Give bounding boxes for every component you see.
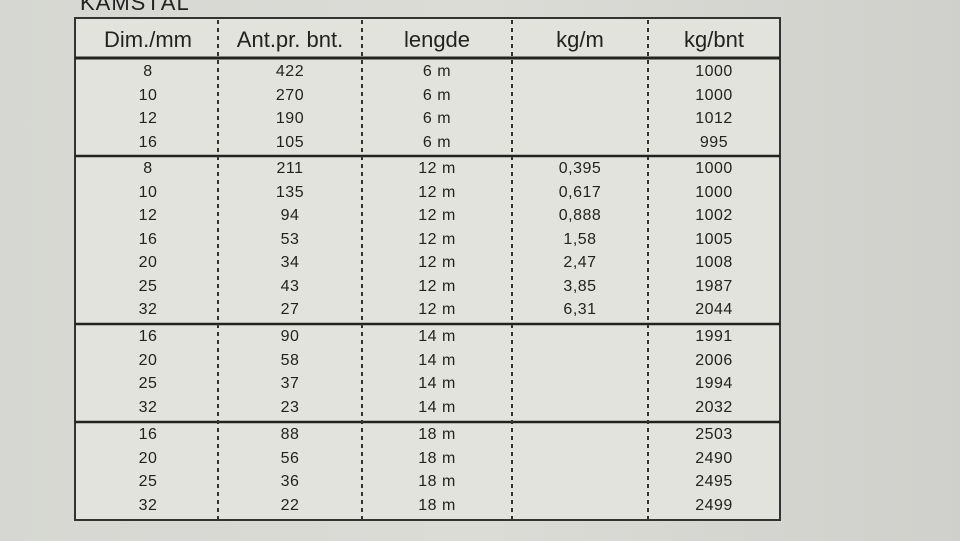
cell: 1000 [695, 160, 733, 177]
cell: 43 [280, 277, 300, 295]
cell: 25 [138, 375, 158, 392]
cell: 1994 [695, 375, 733, 392]
column-header: kg/m [556, 27, 604, 52]
cell: 16 [138, 426, 158, 443]
cell: 270 [275, 86, 305, 104]
cell: 14 m [418, 351, 456, 369]
cell: 2495 [695, 473, 733, 490]
cell: 14 m [418, 375, 456, 392]
cell: 2032 [695, 398, 733, 416]
cell: 16 [138, 328, 158, 345]
cell: 12 m [418, 254, 456, 271]
cell: 1012 [695, 110, 733, 127]
cell: 135 [275, 183, 305, 201]
cell: 3,85 [563, 277, 597, 295]
cell: 18 m [418, 449, 456, 467]
cell: 2006 [695, 351, 733, 369]
cell: 1008 [695, 254, 733, 271]
cell: 12 m [418, 160, 456, 177]
cell: 58 [280, 351, 300, 369]
column-header: Ant.pr. bnt. [236, 27, 344, 52]
cell: 211 [276, 160, 304, 177]
cell: 12 m [418, 183, 456, 201]
cell: 0,617 [558, 183, 602, 201]
cell: 6 m [422, 133, 452, 151]
cell: 25 [138, 473, 158, 490]
cell: 56 [280, 449, 300, 467]
cell: 1000 [695, 86, 733, 104]
cell: 53 [280, 230, 300, 248]
cell: 22 [280, 496, 300, 514]
cell: 1000 [695, 183, 733, 201]
cell: 36 [280, 473, 300, 490]
cell: 88 [280, 426, 300, 443]
cell: 2499 [695, 496, 733, 514]
column-header: lengde [403, 27, 471, 52]
cell: 12 m [418, 230, 456, 248]
cell: 2044 [695, 301, 733, 318]
cell: 32 [138, 496, 158, 514]
cell: 2503 [695, 426, 733, 443]
cell: 14 m [418, 328, 456, 345]
cell: 995 [699, 133, 729, 151]
cell: 1,58 [563, 230, 597, 248]
cell: 8 [143, 160, 153, 177]
title: KAMSTÅL [80, 0, 190, 15]
cell: 37 [280, 375, 300, 392]
cell: 6,31 [563, 301, 597, 318]
cell: 1000 [695, 63, 733, 80]
cell: 10 [138, 86, 158, 104]
cell: 25 [138, 277, 158, 295]
cell: 190 [275, 110, 305, 127]
cell: 20 [138, 449, 158, 467]
cell: 1987 [695, 277, 733, 295]
cell: 1005 [695, 230, 733, 248]
cell: 2,47 [563, 254, 597, 271]
cell: 1991 [695, 328, 733, 345]
cell: 32 [138, 398, 158, 416]
cell: 23 [280, 398, 300, 416]
cell: 6 m [422, 86, 452, 104]
cell: 8 [143, 63, 153, 80]
cell: 1002 [695, 207, 733, 224]
cell: 32 [138, 301, 158, 318]
cell: 18 m [418, 496, 456, 514]
cell: 27 [280, 301, 300, 318]
cell: 2490 [695, 449, 733, 467]
cell: 16 [138, 230, 158, 248]
cell: 20 [138, 351, 158, 369]
column-header: Dim./mm [104, 27, 192, 52]
cell: 105 [275, 133, 305, 151]
cell: 14 m [418, 398, 456, 416]
cell: 6 m [422, 110, 452, 127]
cell: 94 [280, 207, 300, 224]
cell: 12 m [418, 301, 456, 318]
cell: 422 [275, 63, 305, 80]
cell: 12 m [418, 207, 456, 224]
cell: 10 [138, 183, 158, 201]
table-border [74, 17, 781, 521]
cell: 18 m [418, 426, 456, 443]
cell: 0,395 [558, 160, 602, 177]
cell: 16 [138, 133, 158, 151]
cell: 18 m [418, 473, 456, 490]
cell: 12 [138, 207, 158, 224]
column-header: kg/bnt [684, 27, 744, 52]
cell: 12 m [418, 277, 456, 295]
cell: 34 [280, 254, 300, 271]
cell: 90 [280, 328, 300, 345]
cell: 0,888 [558, 207, 602, 224]
cell: 12 [138, 110, 158, 127]
cell: 20 [138, 254, 158, 271]
cell: 6 m [422, 63, 452, 80]
